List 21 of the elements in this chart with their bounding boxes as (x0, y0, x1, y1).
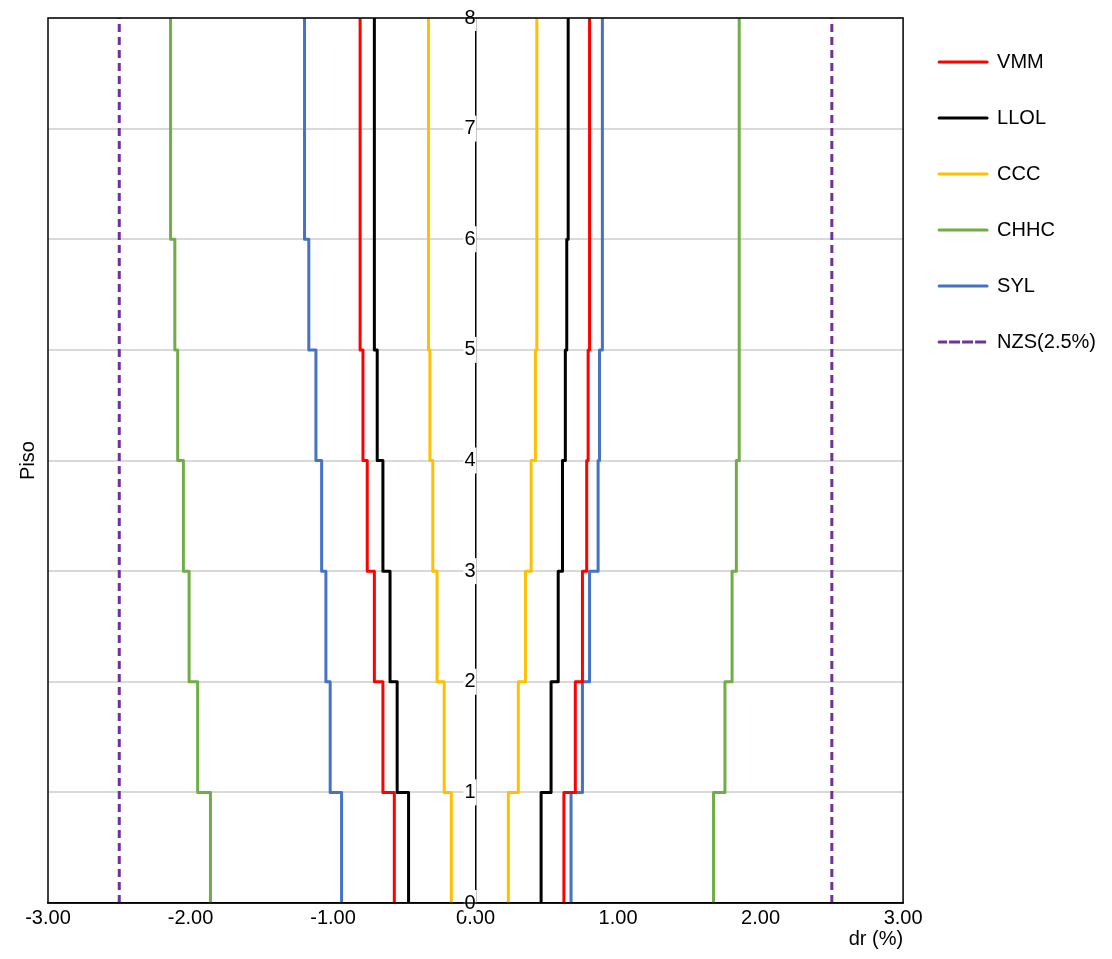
y-tick-label: 3 (464, 558, 476, 581)
x-tick-label: 1.00 (598, 905, 638, 928)
x-tick-label: -1.00 (310, 905, 356, 928)
legend-label: LLOL (997, 105, 1047, 128)
y-tick-label: 1 (464, 779, 476, 802)
legend-label: NZS(2.5%) (997, 329, 1096, 352)
y-axis-title: Piso (15, 441, 38, 480)
y-tick-label: 7 (464, 116, 476, 139)
legend-label: SYL (997, 273, 1035, 296)
y-tick-label: 6 (464, 226, 476, 249)
x-tick-label: 3.00 (883, 905, 923, 928)
x-tick-label: 2.00 (741, 905, 781, 928)
x-tick-label: -3.00 (25, 905, 71, 928)
x-tick-label: -2.00 (167, 905, 214, 928)
legend-label: CHHC (997, 217, 1055, 240)
x-axis-title: dr (%) (848, 926, 904, 949)
legend-label: VMM (997, 49, 1044, 72)
y-tick-label: 2 (464, 669, 476, 692)
y-tick-label: 5 (464, 337, 476, 360)
y-tick-label: 4 (464, 448, 476, 471)
legend-label: CCC (997, 161, 1041, 184)
